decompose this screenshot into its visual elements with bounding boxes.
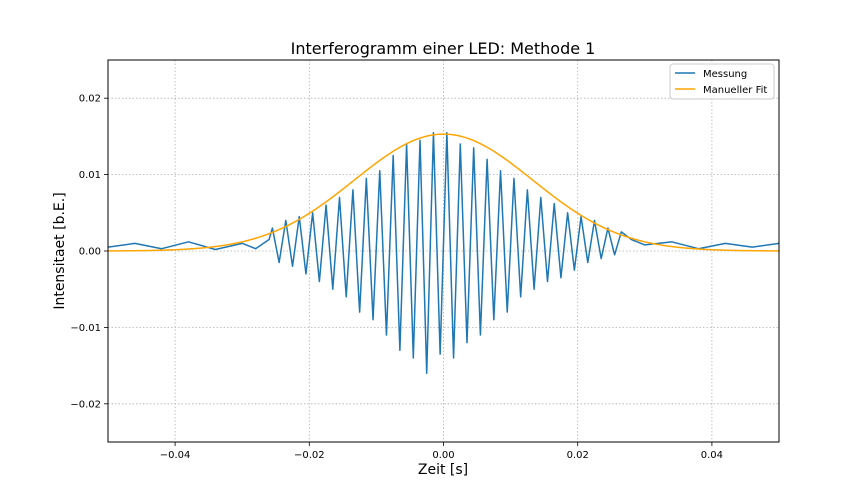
chart-title: Interferogramm einer LED: Methode 1: [291, 39, 596, 58]
series-layer: [107, 131, 780, 374]
x-tick-label: −0.02: [294, 450, 325, 461]
y-tick-label: 0.02: [79, 94, 101, 105]
x-axis-title: Zeit [s]: [418, 462, 468, 478]
grid: [108, 60, 779, 442]
legend-label-fit: Manueller Fit: [703, 85, 767, 96]
x-tick-label: −0.04: [160, 450, 191, 461]
x-tick-label: 0.02: [567, 450, 589, 461]
y-tick-label: −0.02: [70, 399, 101, 410]
series-messung-line: [107, 131, 780, 374]
y-axis-title: Intensitaet [b.E.]: [52, 192, 68, 309]
legend: Messung Manueller Fit: [669, 63, 775, 100]
legend-label-messung: Messung: [703, 69, 747, 80]
y-tick-label: 0.00: [79, 247, 101, 258]
x-tick-label: 0.00: [432, 450, 454, 461]
ticks: −0.04 −0.02 0.00 0.02 0.04 −0.02 −0.01 0.00 0.01…: [70, 94, 723, 461]
y-tick-label: −0.01: [70, 323, 101, 334]
series-fit-line: [107, 133, 780, 252]
x-tick-label: 0.04: [701, 450, 723, 461]
legend-box: [669, 63, 775, 100]
y-tick-label: 0.01: [79, 170, 101, 181]
